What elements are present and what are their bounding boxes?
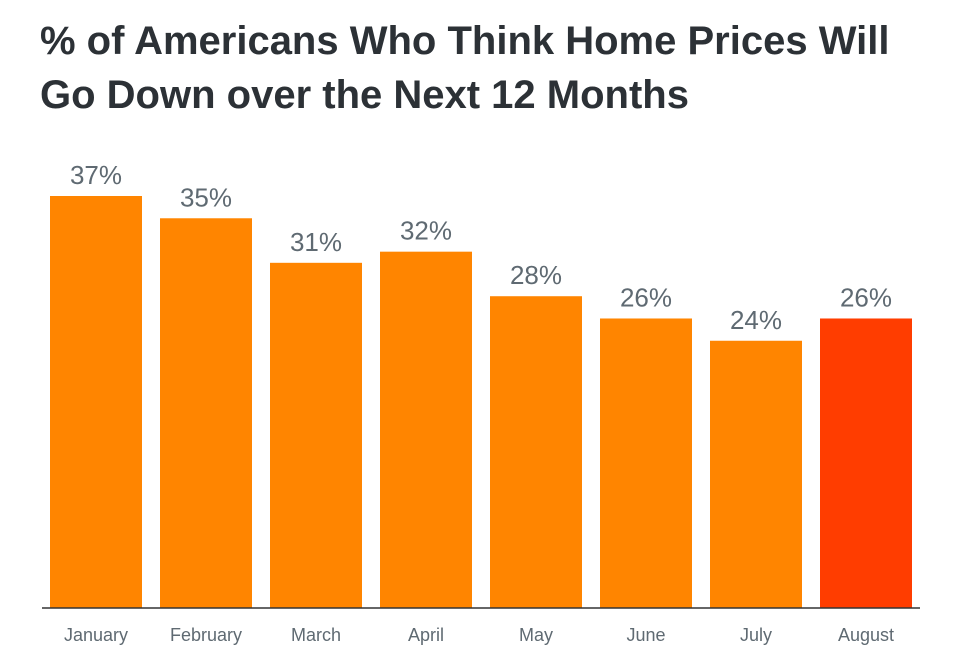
data-label-june: 26% (620, 282, 672, 312)
data-label-february: 35% (180, 182, 232, 212)
bar-august (820, 318, 912, 608)
x-tick-label-july: July (740, 625, 772, 645)
chart-title: % of Americans Who Think Home Prices Wil… (40, 19, 890, 117)
bar-march (270, 262, 362, 608)
value-labels-group: 37% 35% 31% 32% 28% 26% 24% 26% (70, 160, 892, 335)
x-tick-label-april: April (408, 625, 444, 645)
x-tick-label-march: March (291, 625, 341, 645)
x-tick-labels-group: January February March April May June July Augu… (64, 625, 894, 645)
data-label-august: 26% (840, 282, 892, 312)
bar-april (380, 251, 472, 609)
x-tick-label-may: May (519, 625, 553, 645)
bars-group (50, 196, 912, 609)
x-tick-label-january: January (64, 625, 128, 645)
x-tick-label-june: June (626, 625, 665, 645)
x-tick-label-february: February (170, 625, 242, 645)
data-label-may: 28% (510, 260, 562, 290)
data-label-january: 37% (70, 160, 122, 190)
data-label-july: 24% (730, 305, 782, 335)
bar-february (160, 218, 252, 608)
data-label-april: 32% (400, 216, 452, 246)
bar-june (600, 318, 692, 608)
data-label-march: 31% (290, 227, 342, 257)
x-tick-label-august: August (838, 625, 894, 645)
bar-january (50, 196, 142, 608)
bar-july (710, 340, 802, 608)
bar-may (490, 296, 582, 608)
